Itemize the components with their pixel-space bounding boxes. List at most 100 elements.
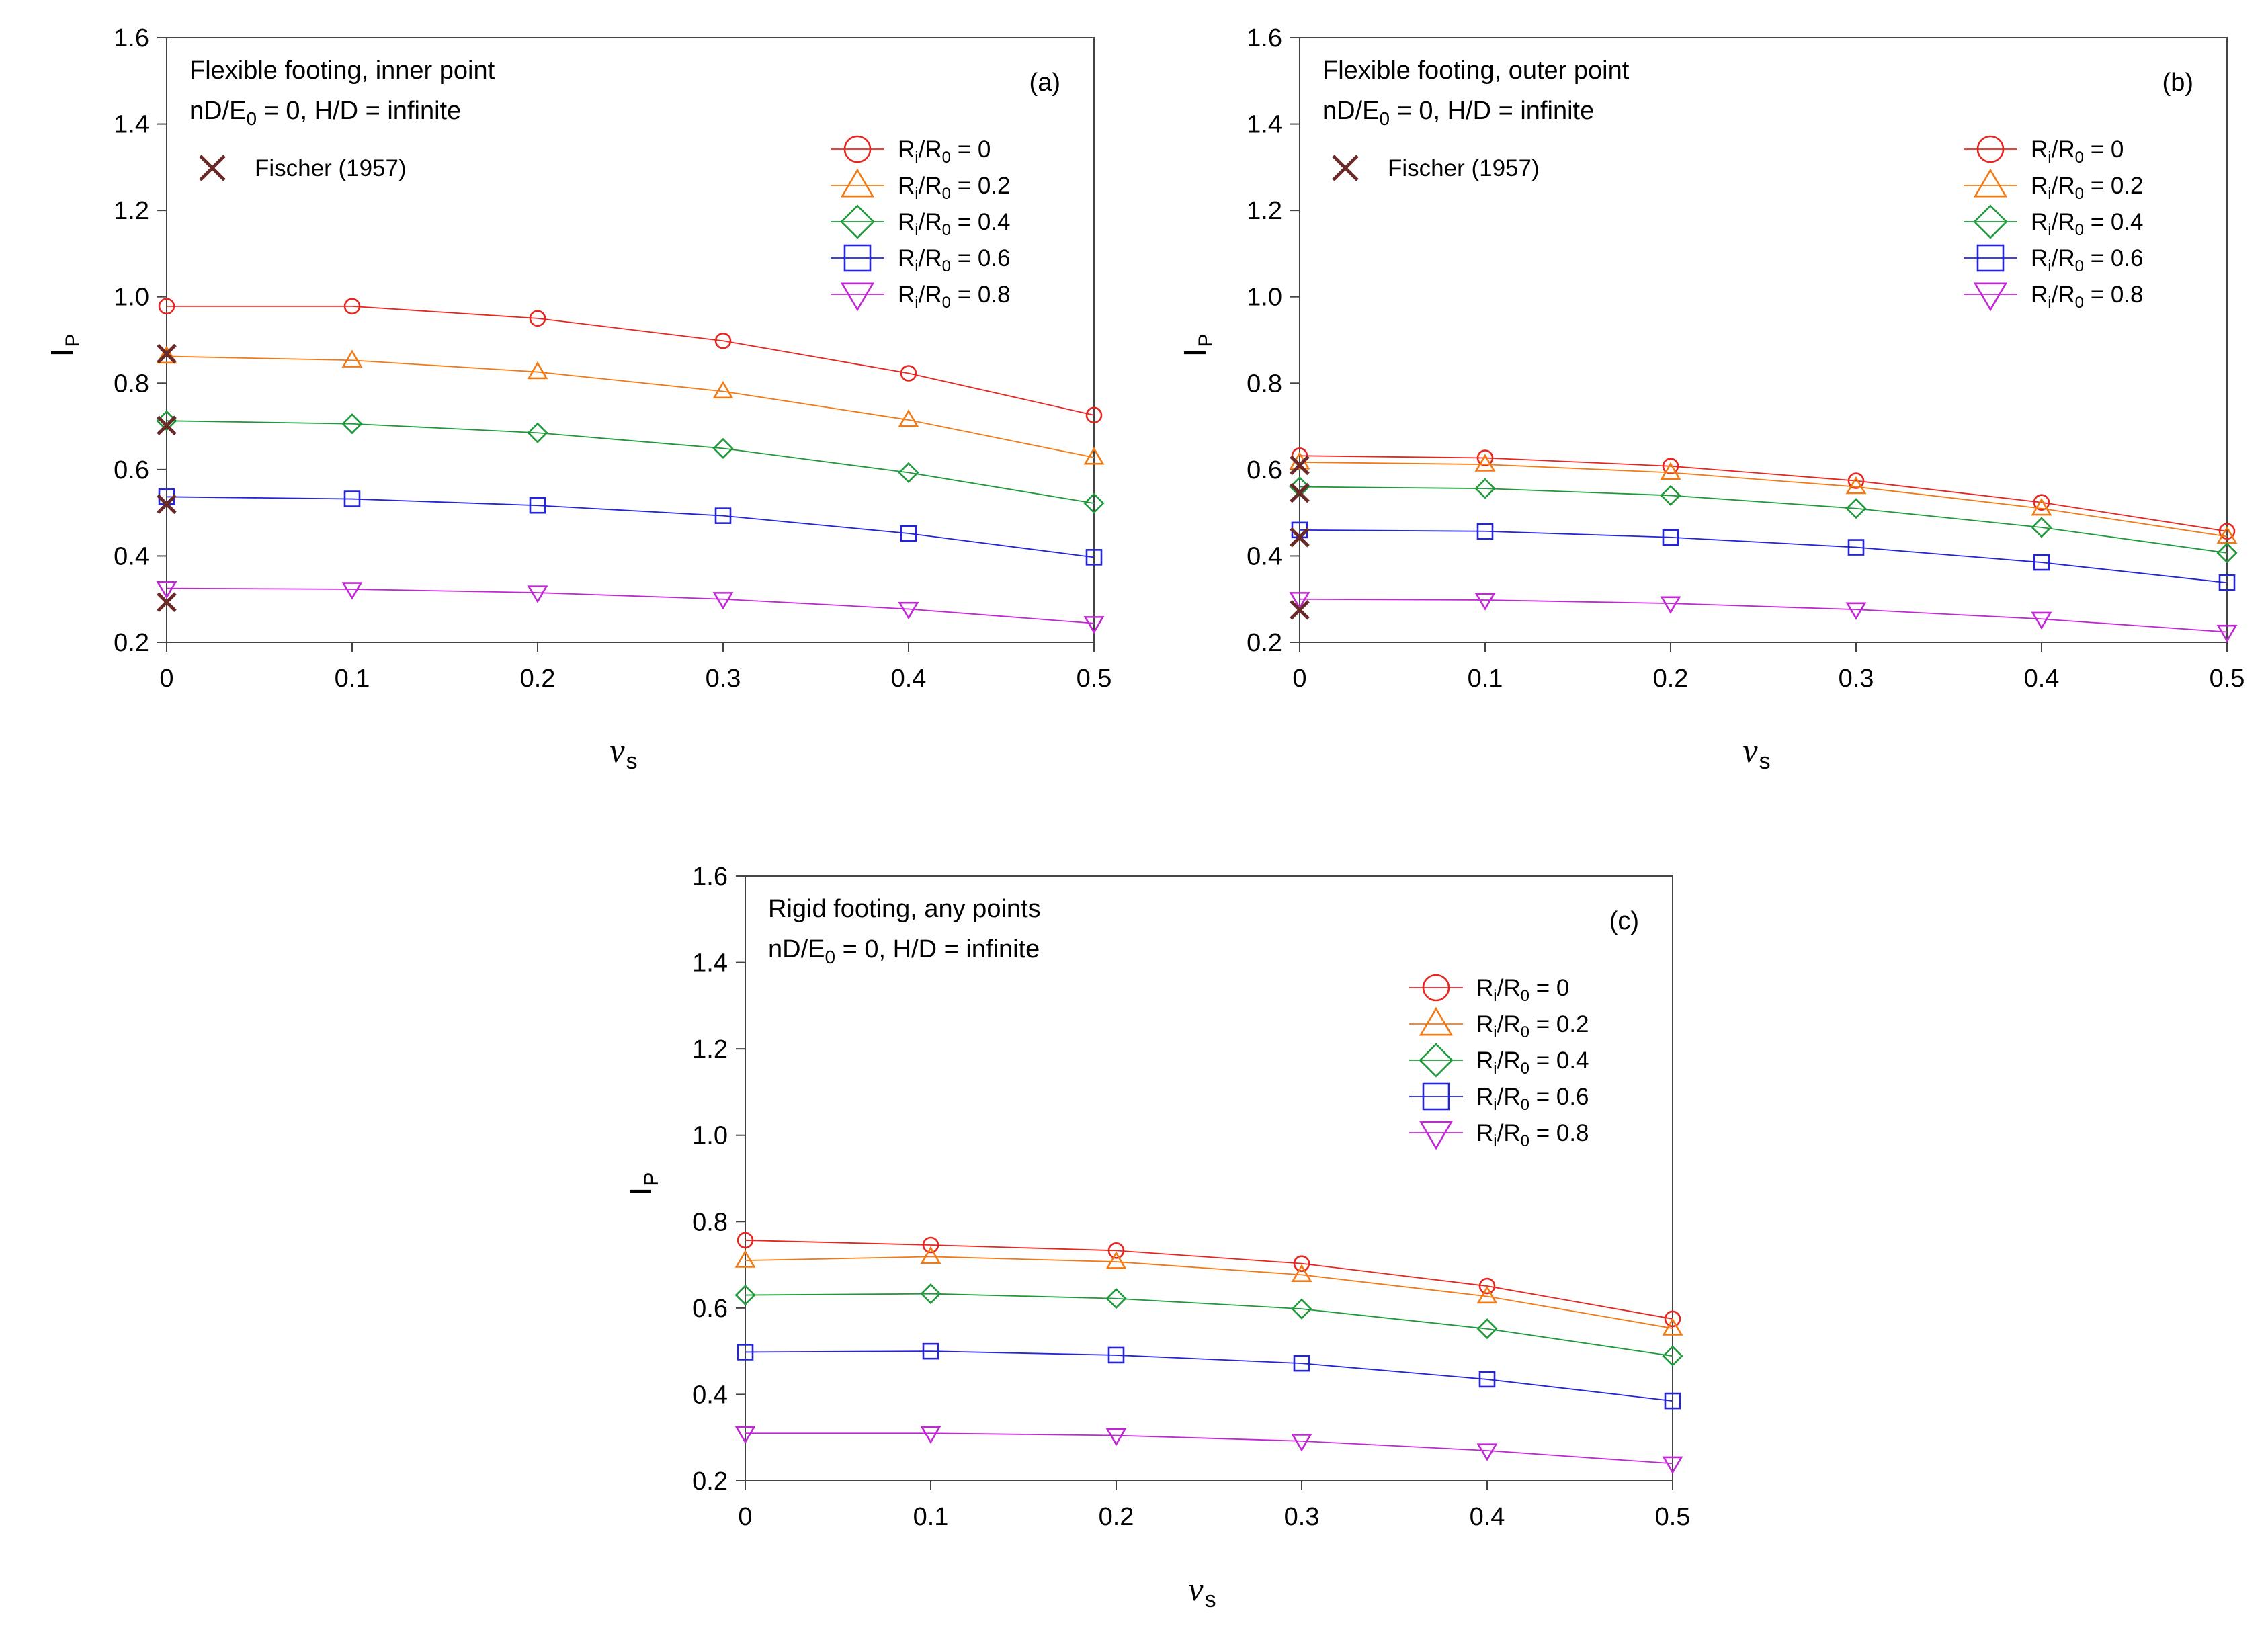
panel-a: 0.2 0.4 0.6 0.8 1.0 1.2 1.4 1.6 0 0.1 0.2 0.3 0.4 0.5…	[44, 24, 1111, 774]
legend-entry-3: Ri/R0 = 0.6	[1964, 244, 2144, 275]
y-tick-label: 0.4	[692, 1381, 728, 1409]
data-point	[898, 601, 919, 620]
panel-b: 0.2 0.4 0.6 0.8 1.0 1.2 1.4 1.6 0 0.1 0.2 0.3 0.4 0.5…	[1177, 24, 2244, 774]
legend-label: Ri/R0 = 0.4	[2031, 209, 2144, 239]
data-point	[2031, 611, 2052, 630]
annotation-line-1: Flexible footing, outer point	[1322, 56, 1630, 85]
y-tick-label: 1.4	[114, 111, 149, 139]
fischer-point	[1290, 455, 1310, 476]
plot-frame	[166, 37, 1095, 643]
legend-marker	[840, 282, 875, 312]
legend-marker	[1422, 974, 1450, 1002]
legend-fischer-marker	[1332, 155, 1359, 181]
series-line	[745, 1350, 1673, 1402]
series-2	[156, 410, 1105, 514]
series-1	[734, 1246, 1683, 1336]
series-line	[1299, 529, 2228, 584]
data-point	[922, 1342, 939, 1360]
y-tick-label: 0.2	[1247, 629, 1282, 657]
y-tick-label: 0.2	[692, 1467, 728, 1496]
legend-label: Ri/R0 = 0	[898, 136, 991, 167]
y-tick-label: 1.6	[114, 24, 149, 52]
legend-label: Ri/R0 = 0.8	[898, 282, 1011, 312]
y-tick-label: 0.6	[692, 1295, 728, 1323]
data-point	[1660, 596, 1681, 614]
x-tick-label: 0.3	[706, 664, 741, 693]
y-axis-title: IP	[1177, 334, 1217, 357]
x-tick-label: 0	[159, 664, 173, 693]
series-4	[156, 581, 1105, 634]
series-2	[1289, 476, 2238, 564]
series-3	[737, 1342, 1681, 1410]
series-0	[158, 298, 1103, 424]
annotation-line-1: Flexible footing, inner point	[190, 56, 495, 85]
legend-marker	[1422, 1082, 1450, 1111]
legend-entry-2: Ri/R0 = 0.4	[1409, 1043, 1589, 1078]
data-point	[1083, 616, 1105, 634]
series-line	[1299, 598, 2228, 633]
legend-fischer-label: Fischer (1957)	[255, 155, 407, 181]
fischer-series	[1290, 455, 1310, 620]
data-point	[341, 582, 363, 600]
data-point	[1474, 593, 1496, 611]
data-point	[1476, 1285, 1498, 1304]
annotation-line-1: Rigid footing, any points	[768, 895, 1041, 923]
data-point	[1662, 1456, 1683, 1475]
data-point	[734, 1250, 756, 1268]
data-point	[341, 349, 363, 368]
data-point	[1105, 1251, 1127, 1269]
data-point	[714, 332, 732, 349]
data-point	[1662, 1345, 1683, 1367]
x-tick-label: 0.2	[1653, 664, 1689, 693]
data-point	[1660, 484, 1681, 507]
data-point	[1085, 406, 1103, 424]
data-point	[712, 592, 734, 610]
legend-marker	[1419, 1043, 1454, 1078]
legend-label: Ri/R0 = 0.4	[898, 209, 1011, 239]
data-point	[341, 413, 363, 435]
data-point	[1291, 1298, 1312, 1320]
data-point	[737, 1344, 754, 1361]
legend-entry-1: Ri/R0 = 0.2	[1964, 168, 2144, 203]
legend-label: Ri/R0 = 0.4	[1476, 1047, 1589, 1078]
y-tick-label: 1.4	[692, 949, 728, 978]
series-line	[1299, 455, 2228, 532]
panel-label: (b)	[2162, 69, 2193, 97]
x-axis-title: νs	[1742, 732, 1770, 774]
legend-marker	[843, 135, 872, 163]
series-3	[158, 488, 1103, 566]
data-point	[1291, 1434, 1312, 1452]
series-line	[167, 305, 1095, 416]
annotation-line-2: nD/E0 = 0, H/D = infinite	[190, 97, 461, 129]
legend-entry-2: Ri/R0 = 0.4	[1964, 204, 2144, 239]
fischer-point	[1290, 600, 1310, 620]
data-point	[920, 1426, 941, 1445]
data-point	[922, 1236, 939, 1254]
legend-marker	[1419, 1006, 1454, 1036]
data-point	[734, 1284, 756, 1306]
x-tick-label: 0.2	[1099, 1503, 1134, 1531]
data-point	[1289, 592, 1310, 610]
x-tick-label: 0.4	[2024, 664, 2060, 693]
x-axis-title: νs	[1188, 1570, 1216, 1613]
y-tick-label: 1.0	[692, 1122, 728, 1150]
data-point	[1107, 1346, 1125, 1364]
legend-label: Ri/R0 = 0.2	[898, 173, 1011, 203]
legend-marker	[1973, 168, 2008, 198]
data-point	[2218, 574, 2236, 591]
data-point	[1289, 476, 1310, 498]
data-point	[1105, 1428, 1127, 1447]
data-point	[920, 1283, 941, 1305]
legend-label: Ri/R0 = 0	[2031, 136, 2124, 167]
legend-marker	[1976, 244, 2005, 272]
x-tick-label: 0.3	[1284, 1503, 1320, 1531]
legend-entry-3: Ri/R0 = 0.6	[831, 244, 1011, 275]
legend-marker	[1419, 1121, 1454, 1150]
x-tick-label: 0.5	[1077, 664, 1112, 693]
legend-entry-3: Ri/R0 = 0.6	[1409, 1082, 1589, 1114]
legend-marker	[1973, 282, 2008, 312]
series-line	[166, 587, 1095, 624]
x-tick-label: 0.4	[1470, 1503, 1505, 1531]
data-point	[1478, 1277, 1496, 1295]
